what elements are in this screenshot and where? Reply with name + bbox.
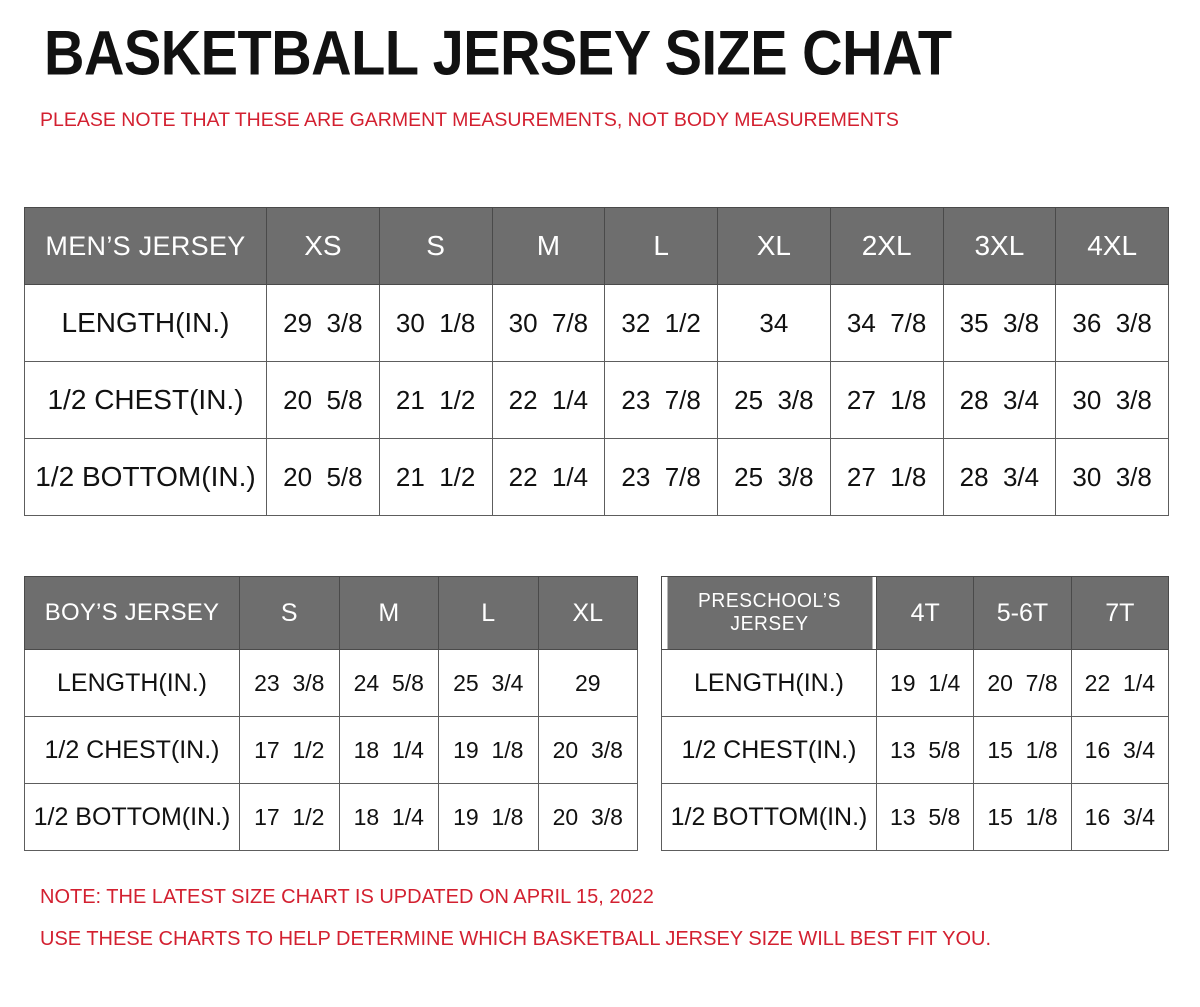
- column-header-m: M: [491, 207, 606, 285]
- table-cell: 28 3/4: [942, 438, 1057, 516]
- row-label-length: LENGTH(IN.): [661, 649, 877, 717]
- table-cell: 28 3/4: [942, 361, 1057, 439]
- table-cell: 17 1/2: [239, 783, 340, 851]
- table-cell: 13 5/8: [875, 716, 975, 784]
- table-cell: 21 1/2: [378, 361, 493, 439]
- table-header-row: MEN’S JERSEY XS S M L XL 2XL 3XL 4XL: [24, 207, 1169, 285]
- table-cell: 22 1/4: [491, 361, 606, 439]
- table-cell: 22 1/4: [491, 438, 606, 516]
- fit-guidance-note: USE THESE CHARTS TO HELP DETERMINE WHICH…: [40, 928, 991, 950]
- table-cell: 30 1/8: [378, 284, 493, 362]
- table-cell: 30 3/8: [1055, 438, 1169, 516]
- column-header-s: S: [239, 576, 340, 650]
- table-cell: 13 5/8: [875, 783, 975, 851]
- page-title: BASKETBALL JERSEY SIZE CHAT: [44, 17, 952, 89]
- table-row: 1/2 BOTTOM(IN.) 17 1/2 18 1/4 19 1/8 20 …: [24, 783, 638, 851]
- table-row: 1/2 CHEST(IN.) 13 5/8 15 1/8 16 3/4: [661, 716, 1170, 784]
- preschool-table-corner-label: PRESCHOOL’S JERSEY: [665, 576, 873, 650]
- table-cell: 24 5/8: [338, 649, 439, 717]
- table-cell: 21 1/2: [378, 438, 493, 516]
- table-row: 1/2 BOTTOM(IN.) 20 5/8 21 1/2 22 1/4 23 …: [24, 438, 1169, 516]
- mens-table-header: MEN’S JERSEY XS S M L XL 2XL 3XL 4XL: [24, 207, 1169, 285]
- table-cell: 19 1/8: [438, 783, 539, 851]
- table-cell: 25 3/4: [438, 649, 539, 717]
- column-header-m: M: [338, 576, 439, 650]
- table-cell: 15 1/8: [973, 716, 1072, 784]
- row-label-length: LENGTH(IN.): [24, 649, 240, 717]
- table-header-row: BOY’S JERSEY S M L XL: [24, 576, 638, 650]
- column-header-l: L: [438, 576, 539, 650]
- table-cell: 23 7/8: [604, 361, 718, 439]
- table-cell: 23 3/8: [239, 649, 340, 717]
- column-header-4t: 4T: [875, 576, 975, 650]
- table-cell: 29: [537, 649, 638, 717]
- boys-table-header: BOY’S JERSEY S M L XL: [24, 576, 638, 650]
- row-label-length: LENGTH(IN.): [24, 284, 267, 362]
- table-cell: 35 3/8: [942, 284, 1057, 362]
- boys-table-body: LENGTH(IN.) 23 3/8 24 5/8 25 3/4 29 1/2 …: [24, 649, 638, 851]
- table-cell: 34: [717, 284, 831, 362]
- row-label-half-chest: 1/2 CHEST(IN.): [661, 716, 877, 784]
- table-row: 1/2 CHEST(IN.) 17 1/2 18 1/4 19 1/8 20 3…: [24, 716, 638, 784]
- table-cell: 22 1/4: [1070, 649, 1170, 717]
- table-cell: 20 3/8: [537, 783, 638, 851]
- row-label-half-bottom: 1/2 BOTTOM(IN.): [661, 783, 877, 851]
- table-cell: 25 3/8: [717, 361, 831, 439]
- table-cell: 18 1/4: [338, 783, 439, 851]
- column-header-s: S: [378, 207, 493, 285]
- table-cell: 19 1/4: [875, 649, 975, 717]
- mens-table-corner-label: MEN’S JERSEY: [24, 207, 267, 285]
- column-header-xl: XL: [717, 207, 831, 285]
- table-cell: 18 1/4: [338, 716, 439, 784]
- table-row: LENGTH(IN.) 29 3/8 30 1/8 30 7/8 32 1/2 …: [24, 284, 1169, 362]
- table-cell: 20 5/8: [266, 438, 380, 516]
- table-cell: 15 1/8: [973, 783, 1072, 851]
- latest-update-note: NOTE: THE LATEST SIZE CHART IS UPDATED O…: [40, 886, 654, 908]
- column-header-3xl: 3XL: [942, 207, 1057, 285]
- column-header-4xl: 4XL: [1055, 207, 1169, 285]
- table-cell: 27 1/8: [829, 438, 944, 516]
- boys-jersey-size-table: BOY’S JERSEY S M L XL LENGTH(IN.) 23 3/8…: [24, 576, 638, 851]
- column-header-7t: 7T: [1070, 576, 1170, 650]
- row-label-half-bottom: 1/2 BOTTOM(IN.): [24, 783, 240, 851]
- table-cell: 19 1/8: [438, 716, 539, 784]
- preschool-table-body: LENGTH(IN.) 19 1/4 20 7/8 22 1/4 1/2 CHE…: [661, 649, 1170, 851]
- table-row: 1/2 CHEST(IN.) 20 5/8 21 1/2 22 1/4 23 7…: [24, 361, 1169, 439]
- table-cell: 29 3/8: [266, 284, 380, 362]
- table-cell: 17 1/2: [239, 716, 340, 784]
- row-label-half-chest: 1/2 CHEST(IN.): [24, 361, 267, 439]
- column-header-xs: XS: [266, 207, 380, 285]
- column-header-xl: XL: [537, 576, 638, 650]
- table-cell: 20 3/8: [537, 716, 638, 784]
- boys-table-corner-label: BOY’S JERSEY: [24, 576, 240, 650]
- table-cell: 27 1/8: [829, 361, 944, 439]
- table-header-row: PRESCHOOL’S JERSEY 4T 5-6T 7T: [662, 576, 1170, 650]
- table-row: LENGTH(IN.) 23 3/8 24 5/8 25 3/4 29: [24, 649, 638, 717]
- mens-jersey-size-table: MEN’S JERSEY XS S M L XL 2XL 3XL 4XL LEN…: [24, 207, 1169, 516]
- table-cell: 32 1/2: [604, 284, 718, 362]
- table-row: 1/2 BOTTOM(IN.) 13 5/8 15 1/8 16 3/4: [661, 783, 1170, 851]
- table-cell: 20 5/8: [266, 361, 380, 439]
- preschools-jersey-size-table: PRESCHOOL’S JERSEY 4T 5-6T 7T LENGTH(IN.…: [661, 576, 1170, 851]
- table-cell: 20 7/8: [973, 649, 1072, 717]
- table-cell: 25 3/8: [717, 438, 831, 516]
- table-cell: 30 3/8: [1055, 361, 1169, 439]
- table-cell: 30 7/8: [491, 284, 606, 362]
- table-cell: 23 7/8: [604, 438, 718, 516]
- row-label-half-bottom: 1/2 BOTTOM(IN.): [24, 438, 267, 516]
- preschool-table-header: PRESCHOOL’S JERSEY 4T 5-6T 7T: [662, 576, 1170, 650]
- column-header-5-6t: 5-6T: [973, 576, 1072, 650]
- column-header-2xl: 2XL: [829, 207, 944, 285]
- mens-table-body: LENGTH(IN.) 29 3/8 30 1/8 30 7/8 32 1/2 …: [24, 284, 1169, 516]
- column-header-l: L: [604, 207, 718, 285]
- table-cell: 36 3/8: [1055, 284, 1169, 362]
- table-row: LENGTH(IN.) 19 1/4 20 7/8 22 1/4: [661, 649, 1170, 717]
- garment-measurement-notice: PLEASE NOTE THAT THESE ARE GARMENT MEASU…: [40, 109, 899, 131]
- row-label-half-chest: 1/2 CHEST(IN.): [24, 716, 240, 784]
- table-cell: 34 7/8: [829, 284, 944, 362]
- table-cell: 16 3/4: [1070, 716, 1170, 784]
- table-cell: 16 3/4: [1070, 783, 1170, 851]
